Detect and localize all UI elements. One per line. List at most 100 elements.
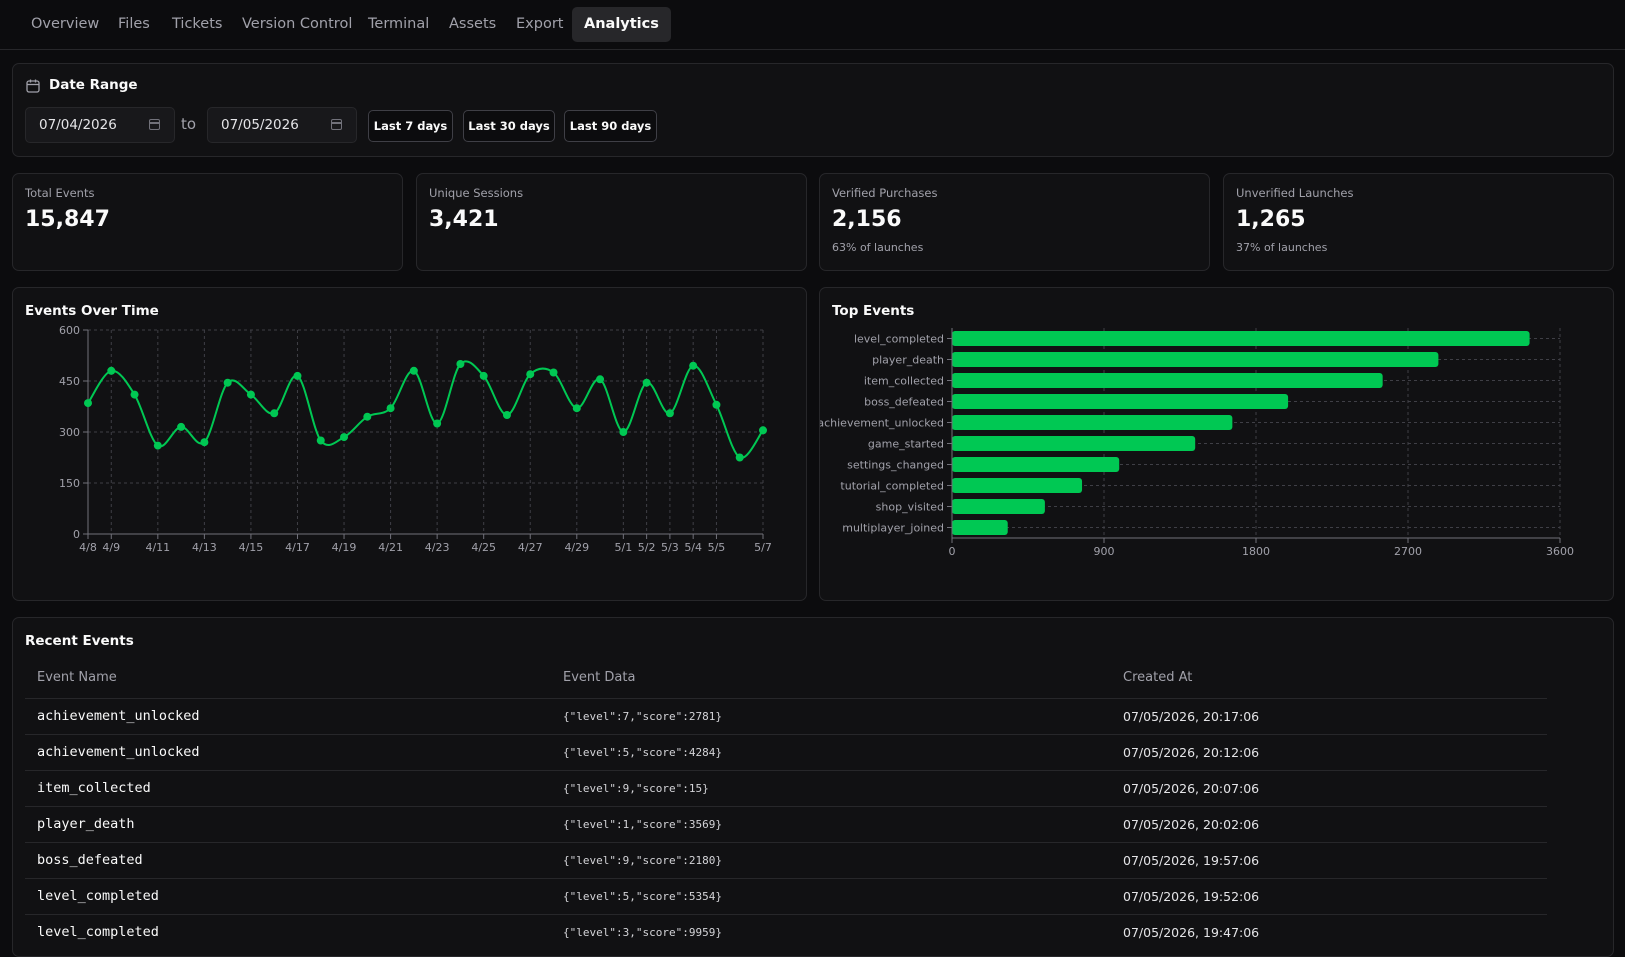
start-date-value: 07/04/2026	[39, 117, 117, 133]
tab-overview[interactable]: Overview	[31, 16, 100, 32]
data-point	[596, 375, 605, 384]
y-tick-label: 300	[59, 426, 80, 439]
y-tick-label: 150	[59, 477, 80, 490]
data-point	[293, 371, 302, 380]
data-point	[712, 400, 721, 409]
top-events-card: Top Events 0 900 1800 2700 3600 level_complet…	[819, 287, 1614, 601]
x-tick-label: 4/13	[192, 541, 217, 554]
x-tick-label: 4/23	[425, 541, 450, 554]
stat-subtext: 63% of launches	[832, 241, 924, 254]
bar	[952, 478, 1083, 493]
tab-assets[interactable]: Assets	[449, 16, 497, 32]
x-tick-label: 0	[949, 545, 956, 558]
date-range-title: Date Range	[49, 77, 138, 93]
event-name-cell: boss_defeated	[37, 852, 143, 868]
chart-title: Top Events	[832, 303, 915, 319]
data-point	[642, 378, 651, 387]
table-row[interactable]: player_death {"level":1,"score":3569} 07…	[25, 806, 1547, 842]
end-date-input[interactable]: 07/05/2026	[207, 107, 357, 143]
column-header-created-at[interactable]: Created At	[1123, 670, 1193, 685]
event-name-cell: achievement_unlocked	[37, 744, 200, 760]
recent-events-card: Recent Events Event Name Event Data Crea…	[12, 617, 1614, 957]
tab-analytics[interactable]: Analytics	[572, 7, 671, 42]
data-point	[456, 360, 465, 368]
table-row[interactable]: level_completed {"level":5,"score":5354}…	[25, 878, 1547, 914]
data-point	[200, 438, 209, 447]
top-nav: Overview Files Tickets Version Control T…	[0, 0, 1625, 50]
chart-title: Events Over Time	[25, 303, 159, 319]
last-30-days-button[interactable]: Last 30 days	[463, 110, 555, 142]
tab-files[interactable]: Files	[118, 16, 150, 32]
data-point	[735, 453, 744, 462]
x-tick-label: 5/4	[684, 541, 702, 554]
last-90-days-button[interactable]: Last 90 days	[564, 110, 657, 142]
tab-version-control[interactable]: Version Control	[242, 16, 353, 32]
events-over-time-card: Events Over Time 0 150 300 450 600 4/8 4/9 4/11…	[12, 287, 807, 601]
tab-terminal[interactable]: Terminal	[368, 16, 430, 32]
date-picker-icon[interactable]	[149, 119, 160, 130]
x-tick-label: 4/25	[471, 541, 496, 554]
table-row[interactable]: achievement_unlocked {"level":5,"score":…	[25, 734, 1547, 770]
x-tick-label: 900	[1094, 545, 1115, 558]
stat-value: 3,421	[429, 207, 499, 232]
y-tick-label: tutorial_completed	[840, 480, 944, 493]
tab-tickets[interactable]: Tickets	[172, 16, 223, 32]
column-header-event-data[interactable]: Event Data	[563, 670, 636, 685]
bar	[952, 331, 1530, 346]
data-point	[177, 422, 186, 431]
stat-card-unique-sessions: Unique Sessions 3,421	[416, 173, 807, 271]
table-row[interactable]: item_collected {"level":9,"score":15} 07…	[25, 770, 1547, 806]
y-tick-label: boss_defeated	[864, 396, 944, 409]
stat-label: Verified Purchases	[832, 186, 938, 200]
event-data-cell: {"level":7,"score":2781}	[563, 710, 722, 723]
stat-label: Unique Sessions	[429, 186, 524, 200]
x-tick-label: 5/7	[754, 541, 772, 554]
event-data-cell: {"level":1,"score":3569}	[563, 818, 722, 831]
bar	[952, 373, 1383, 388]
created-at-cell: 07/05/2026, 19:52:06	[1123, 889, 1260, 904]
data-point	[223, 378, 232, 387]
end-date-value: 07/05/2026	[221, 117, 299, 133]
data-point	[409, 366, 418, 375]
bar	[952, 457, 1120, 472]
start-date-input[interactable]: 07/04/2026	[25, 107, 175, 143]
tab-export[interactable]: Export	[516, 16, 564, 32]
stat-label: Unverified Launches	[1236, 186, 1354, 200]
table-row[interactable]: level_completed {"level":3,"score":9959}…	[25, 914, 1547, 950]
data-point	[759, 426, 767, 435]
stat-card-total-events: Total Events 15,847	[12, 173, 403, 271]
data-point	[107, 366, 116, 375]
bar	[952, 352, 1439, 367]
x-tick-label: 4/21	[378, 541, 403, 554]
event-data-cell: {"level":9,"score":2180}	[563, 854, 722, 867]
table-row[interactable]: achievement_unlocked {"level":7,"score":…	[25, 698, 1547, 734]
data-point	[386, 404, 395, 413]
bar	[952, 415, 1233, 430]
date-picker-icon[interactable]	[331, 119, 342, 130]
created-at-cell: 07/05/2026, 20:02:06	[1123, 817, 1260, 832]
events-series-line	[87, 360, 764, 459]
date-range-card: Date Range 07/04/2026 to 07/05/2026 Last…	[12, 63, 1614, 157]
event-data-cell: {"level":3,"score":9959}	[563, 926, 722, 939]
y-tick-label: multiplayer_joined	[842, 522, 944, 535]
data-point	[363, 412, 372, 421]
stat-label: Total Events	[25, 186, 95, 200]
table-row[interactable]: boss_defeated {"level":9,"score":2180} 0…	[25, 842, 1547, 878]
data-point	[153, 441, 162, 450]
column-header-event-name[interactable]: Event Name	[37, 670, 117, 685]
x-tick-label: 3600	[1546, 545, 1574, 558]
stat-value: 2,156	[832, 207, 902, 232]
stat-value: 15,847	[25, 207, 110, 232]
created-at-cell: 07/05/2026, 20:17:06	[1123, 709, 1260, 724]
x-tick-label: 4/27	[518, 541, 543, 554]
x-tick-label: 4/9	[102, 541, 120, 554]
data-point	[549, 368, 558, 377]
data-point	[689, 361, 698, 370]
y-tick-label: shop_visited	[876, 501, 944, 514]
event-name-cell: level_completed	[37, 888, 159, 904]
data-point	[246, 390, 255, 399]
data-point	[316, 436, 325, 445]
event-name-cell: level_completed	[37, 924, 159, 940]
last-7-days-button[interactable]: Last 7 days	[368, 110, 453, 142]
date-separator: to	[181, 115, 197, 133]
